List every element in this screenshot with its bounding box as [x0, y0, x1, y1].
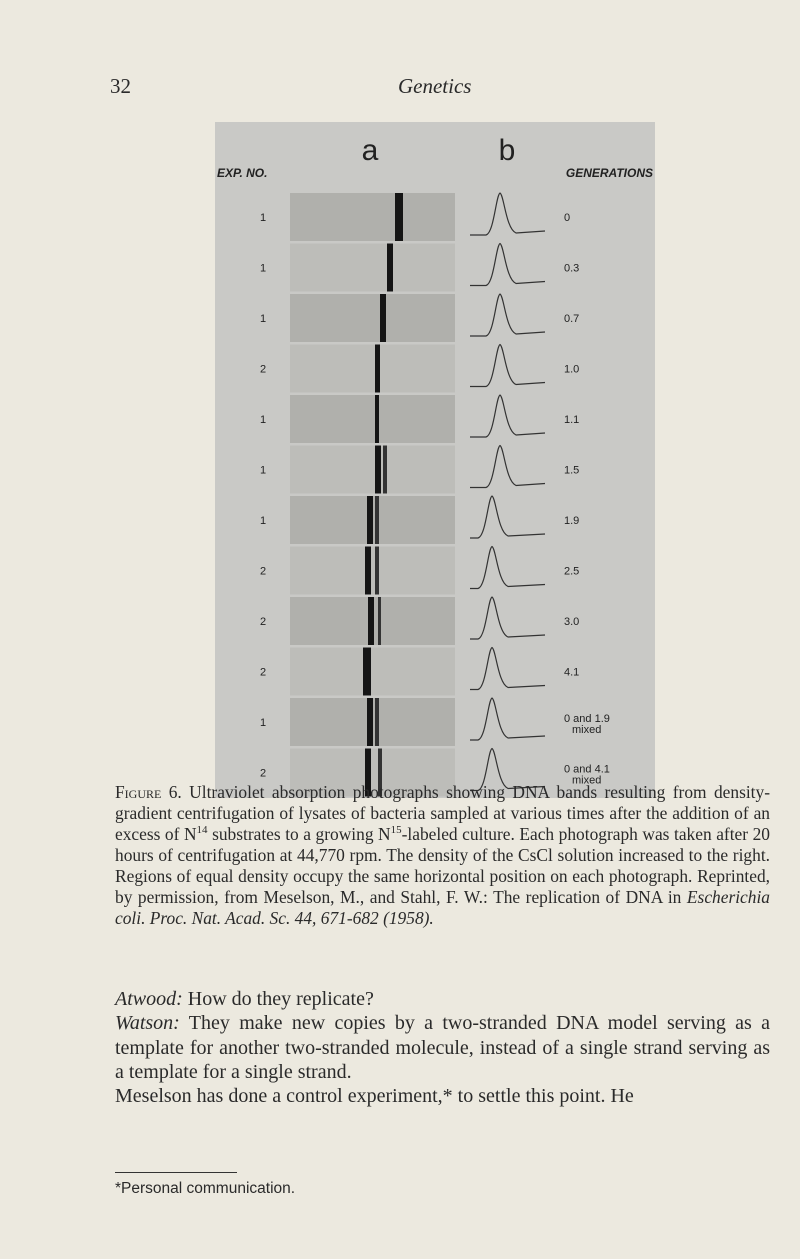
figure-caption: Figure 6. Ultraviolet absorption photogr…	[115, 782, 770, 929]
paragraph-text: Meselson has done a control experiment,*…	[115, 1085, 634, 1108]
figure: a b EXP. NO. GENERATIONS 1 0 1 0.3 1 0.7 2 1.0 1…	[215, 122, 655, 798]
density-trace	[470, 646, 546, 691]
exp-number: 1	[260, 414, 266, 426]
paragraph: Meselson has done a control experiment,*…	[115, 1084, 770, 1108]
generation-label: 1.9	[564, 515, 579, 527]
exp-number: 2	[260, 667, 266, 679]
gel-strip	[290, 395, 455, 443]
generation-label: 0.3	[564, 263, 579, 275]
speaker: Watson:	[115, 1012, 180, 1035]
exp-number: 1	[260, 465, 266, 477]
density-trace	[470, 192, 546, 236]
exp-number: 1	[260, 515, 266, 527]
citation: Escherichia coli. Proc. Nat. Acad. Sc. 4…	[115, 887, 770, 928]
generation-label: 0	[564, 212, 570, 224]
generation-label: 1.5	[564, 465, 579, 477]
panel-label: a	[362, 134, 379, 167]
speech: They make new copies by a two-stranded D…	[115, 1012, 770, 1083]
dna-band	[387, 243, 393, 292]
speech: How do they replicate?	[182, 988, 374, 1010]
gel-strip	[290, 193, 455, 241]
dna-band	[375, 546, 379, 595]
dna-band	[375, 395, 379, 443]
dna-band	[375, 496, 379, 544]
density-trace	[470, 394, 546, 438]
superscript: 15	[390, 824, 402, 837]
dna-band	[375, 445, 381, 494]
paragraph: Watson: They make new copies by a two-st…	[115, 1011, 770, 1084]
dna-band	[368, 597, 374, 645]
superscript: 14	[196, 824, 208, 837]
exp-number: 2	[260, 616, 266, 628]
density-trace	[470, 596, 546, 640]
body-text: Atwood: How do they replicate? Watson: T…	[115, 987, 770, 1108]
paragraph: Atwood: How do they replicate?	[115, 987, 770, 1011]
density-trace	[470, 343, 546, 388]
density-trace	[470, 545, 546, 590]
caption-text: Ultraviolet absorption photographs showi…	[115, 782, 770, 844]
exp-number: 2	[260, 364, 266, 376]
caption-text: substrates to a growing N	[207, 824, 391, 844]
exp-number: 1	[260, 313, 266, 325]
column-heading: GENERATIONS	[566, 166, 653, 180]
gel-strip	[290, 748, 455, 797]
dna-band	[365, 546, 371, 595]
dna-band	[378, 597, 381, 645]
gel-strip	[290, 294, 455, 342]
exp-number: 1	[260, 212, 266, 224]
caption-label: Figure 6.	[115, 782, 182, 802]
dna-band	[367, 698, 373, 746]
density-trace	[470, 242, 546, 287]
density-trace	[470, 747, 546, 792]
density-trace	[470, 495, 546, 539]
generation-label: 4.1	[564, 667, 579, 679]
caption-text: -labeled culture. Each photograph was ta…	[115, 824, 770, 907]
speaker: Atwood:	[115, 988, 183, 1010]
dna-band	[380, 294, 386, 342]
gel-strip	[290, 243, 455, 292]
page-number: 32	[110, 74, 131, 98]
exp-number: 1	[260, 717, 266, 729]
density-trace	[470, 293, 546, 337]
gel-strip	[290, 344, 455, 393]
exp-number: 2	[260, 566, 266, 578]
footnote-rule	[115, 1172, 237, 1173]
generation-note: mixed	[572, 724, 601, 736]
generation-label: 0.7	[564, 313, 579, 325]
generation-label: 1.0	[564, 364, 579, 376]
footnote: *Personal communication.	[115, 1180, 296, 1197]
dna-band	[363, 647, 371, 696]
density-trace	[470, 697, 546, 741]
generation-note: mixed	[572, 775, 601, 787]
exp-number: 1	[260, 263, 266, 275]
dna-band	[375, 344, 380, 393]
dna-band	[367, 496, 373, 544]
running-title: Genetics	[398, 74, 472, 98]
column-heading: EXP. NO.	[217, 166, 267, 180]
generation-label: 2.5	[564, 566, 579, 578]
dna-band	[375, 698, 379, 746]
dna-band	[365, 748, 371, 797]
dna-band	[378, 748, 382, 797]
gel-strip	[290, 647, 455, 696]
dna-band	[383, 445, 387, 494]
generation-label: 0 and 4.1	[564, 764, 610, 776]
generation-label: 0 and 1.9	[564, 713, 610, 725]
panel-label: b	[499, 134, 516, 167]
generation-label: 1.1	[564, 414, 579, 426]
generation-label: 3.0	[564, 616, 579, 628]
exp-number: 2	[260, 768, 266, 780]
dna-band	[395, 193, 403, 241]
gel-strip	[290, 546, 455, 595]
density-trace	[470, 444, 546, 489]
gel-strip	[290, 445, 455, 494]
